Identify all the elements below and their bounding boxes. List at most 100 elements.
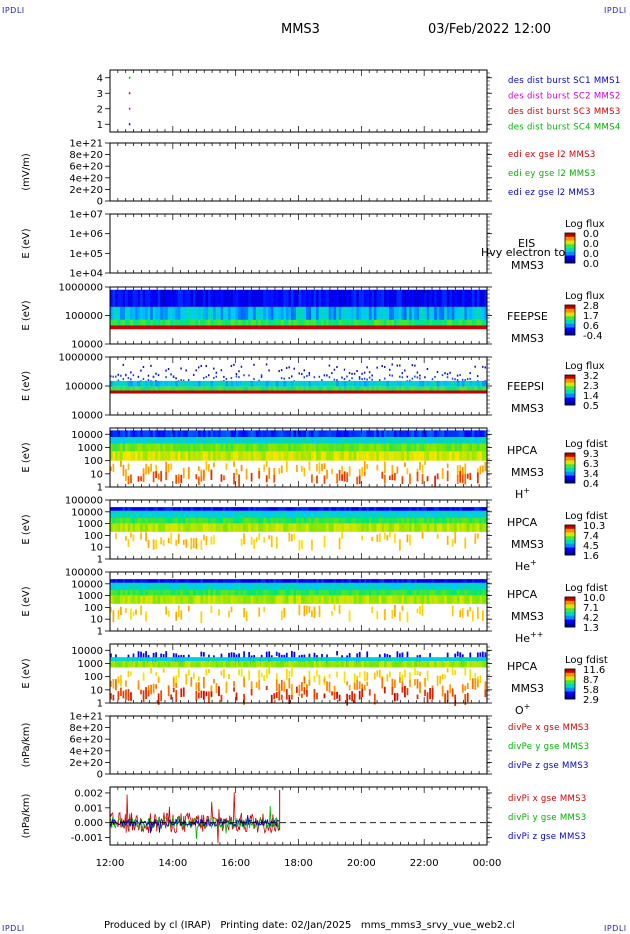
spec-cell [401, 306, 405, 320]
spec-cell [476, 437, 480, 444]
spec-cell [386, 386, 390, 391]
spec-cell [293, 451, 297, 461]
spec-cell [426, 437, 430, 444]
spec-cell [383, 510, 387, 518]
spec-cell [401, 507, 405, 511]
spec-cell [132, 390, 136, 394]
spec-cell [348, 437, 352, 444]
spec-cell [378, 657, 382, 662]
spec-cell [112, 451, 116, 461]
spec-cell [481, 443, 485, 452]
spec-cell [280, 306, 284, 320]
colorbar-tick-label: 3.4 [583, 469, 599, 480]
y-tick-label: 10 [90, 615, 103, 626]
spec-cell [165, 437, 169, 444]
spec-cell [288, 437, 292, 444]
spec-cell [162, 289, 166, 307]
spec-cell [394, 306, 397, 320]
spec-cell [130, 579, 133, 583]
spec-cell [341, 437, 345, 444]
colorbar-segment [565, 259, 575, 264]
spec-cell [394, 510, 397, 518]
spec-cell [386, 380, 390, 387]
spec-cell [260, 657, 264, 662]
spec-cell [210, 691, 213, 697]
spec-cell [218, 507, 221, 511]
spec-cell [268, 535, 271, 540]
spec-cell [376, 595, 380, 604]
spec-cell [170, 595, 174, 604]
spec-cell [263, 523, 267, 532]
spec-cell [142, 366, 145, 369]
spec-cell [223, 319, 226, 326]
spec-cell [240, 579, 244, 583]
spec-cell [170, 430, 174, 438]
spec-cell [351, 437, 355, 444]
spec-cell [333, 368, 336, 371]
spec-cell [243, 589, 247, 596]
spec-cell [331, 372, 333, 375]
spec-cell [243, 451, 247, 461]
spec-cell [132, 589, 136, 596]
spec-cell [140, 451, 143, 461]
spec-cell [225, 306, 229, 320]
spec-cell [361, 688, 364, 697]
spec-cell [283, 510, 287, 518]
spec-cell [215, 595, 219, 604]
spec-cell [421, 473, 424, 485]
spec-cell [388, 289, 392, 307]
spec-cell [346, 319, 350, 326]
spec-cell [127, 589, 131, 596]
spec-cell [167, 610, 170, 617]
spec-cell [195, 474, 198, 480]
spec-cell [132, 437, 136, 444]
spec-cell [137, 437, 141, 444]
spec-cell [195, 657, 199, 662]
spec-cell [167, 579, 171, 583]
spec-cell [162, 437, 166, 444]
colorbar-tick-label: 1.7 [583, 311, 599, 322]
spec-cell [253, 579, 257, 583]
spec-cell [404, 669, 406, 678]
spec-cell [150, 451, 154, 461]
spec-cell [228, 451, 231, 461]
spec-cell [137, 582, 141, 590]
spec-cell [255, 681, 258, 688]
spec-cell [399, 582, 402, 590]
spec-cell [338, 507, 342, 511]
spec-cell [409, 443, 412, 452]
spec-cell [273, 319, 277, 326]
spec-cell [378, 437, 382, 444]
spec-cell [220, 595, 224, 604]
spec-cell [313, 319, 317, 326]
spec-cell [446, 306, 450, 320]
spec-cell [363, 319, 367, 326]
spec-cell [311, 582, 314, 590]
spec-cell [363, 325, 367, 330]
spec-cell [238, 507, 241, 511]
spec-cell [238, 325, 241, 330]
spec-cell [290, 319, 294, 326]
y-tick-label: 1e+07 [69, 210, 103, 221]
spec-cell [290, 443, 294, 452]
spec-cell [328, 319, 332, 326]
spec-cell [426, 380, 430, 387]
spec-cell [346, 657, 350, 662]
spec-cell [399, 589, 402, 596]
spec-cell [265, 475, 268, 483]
spec-cell [192, 443, 196, 452]
spec-cell [293, 386, 297, 391]
spec-cell [351, 319, 355, 326]
spec-cell [147, 466, 150, 475]
spec-cell [268, 595, 272, 604]
spec-cell [439, 306, 443, 320]
spec-cell [449, 523, 453, 532]
spec-cell [303, 523, 307, 532]
spec-cell [270, 535, 273, 548]
spec-cell [243, 437, 247, 444]
spec-cell [125, 437, 128, 444]
spec-cell [125, 680, 127, 687]
spec-cell [409, 510, 412, 518]
spec-cell [210, 289, 214, 307]
